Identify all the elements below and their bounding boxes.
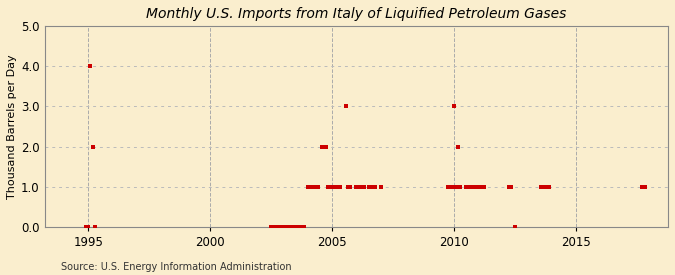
Point [266,225,277,229]
Point [351,185,362,189]
Point [288,225,299,229]
Point [444,185,455,189]
Point [464,185,475,189]
Point [359,185,370,189]
Point [270,225,281,229]
Point [274,225,285,229]
Point [302,185,313,189]
Point [479,185,489,189]
Point [83,225,94,229]
Point [89,225,100,229]
Point [509,225,520,229]
Title: Monthly U.S. Imports from Italy of Liquified Petroleum Gases: Monthly U.S. Imports from Italy of Liqui… [146,7,566,21]
Point [323,185,333,189]
Point [317,144,327,149]
Point [85,64,96,68]
Point [367,185,378,189]
Point [503,185,514,189]
Point [290,225,301,229]
Point [639,185,650,189]
Point [333,185,344,189]
Point [365,185,376,189]
Point [304,185,315,189]
Point [268,225,279,229]
Point [505,185,516,189]
Point [442,185,453,189]
Point [540,185,551,189]
Point [327,185,338,189]
Point [450,185,461,189]
Point [284,225,295,229]
Point [331,185,342,189]
Point [454,185,465,189]
Point [345,185,356,189]
Point [272,225,283,229]
Point [477,185,487,189]
Point [448,104,459,109]
Point [357,185,368,189]
Point [321,144,331,149]
Point [353,185,364,189]
Y-axis label: Thousand Barrels per Day: Thousand Barrels per Day [7,54,17,199]
Point [460,185,471,189]
Point [280,225,291,229]
Point [298,225,309,229]
Point [294,225,305,229]
Point [466,185,477,189]
Text: Source: U.S. Energy Information Administration: Source: U.S. Energy Information Administ… [61,262,292,272]
Point [538,185,549,189]
Point [535,185,546,189]
Point [87,144,98,149]
Point [341,104,352,109]
Point [544,185,555,189]
Point [462,185,473,189]
Point [282,225,293,229]
Point [369,185,380,189]
Point [278,225,289,229]
Point [313,185,323,189]
Point [81,225,92,229]
Point [335,185,346,189]
Point [276,225,287,229]
Point [475,185,485,189]
Point [472,185,483,189]
Point [452,144,463,149]
Point [319,144,329,149]
Point [296,225,307,229]
Point [329,185,340,189]
Point [637,185,648,189]
Point [363,185,374,189]
Point [343,185,354,189]
Point [446,185,457,189]
Point [468,185,479,189]
Point [375,185,386,189]
Point [308,185,319,189]
Point [286,225,297,229]
Point [292,225,303,229]
